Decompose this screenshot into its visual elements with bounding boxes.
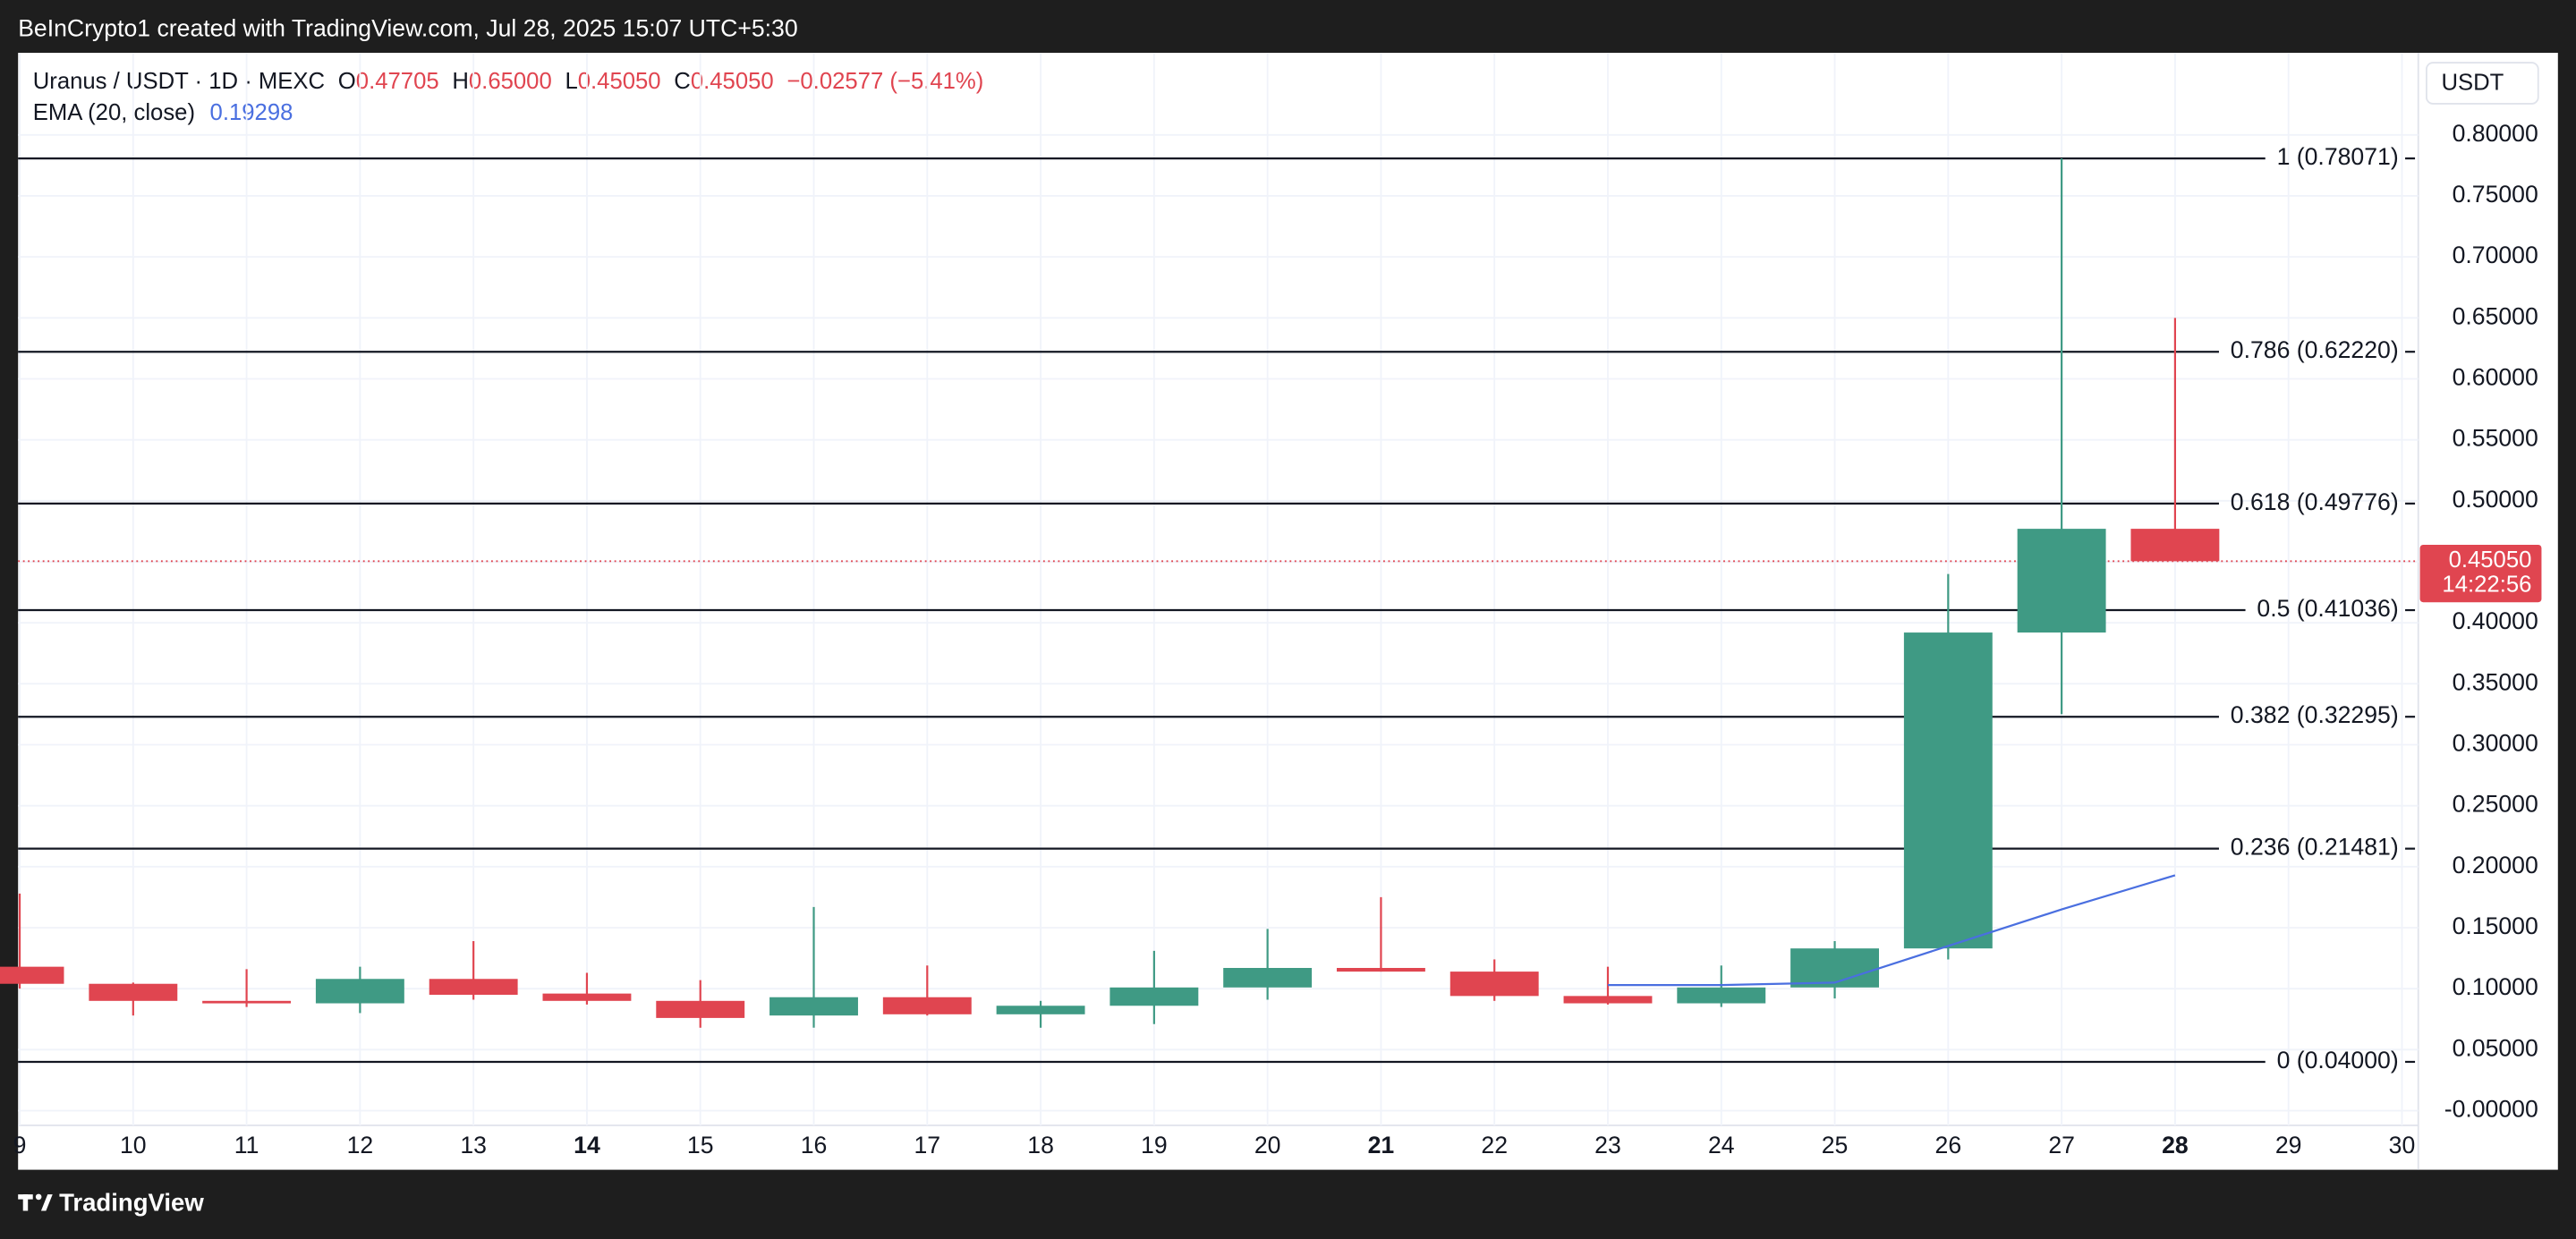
- fib-label: 0.382 (0.32295): [2231, 701, 2399, 728]
- x-tick-label: 9: [13, 1132, 27, 1158]
- candle-body: [1903, 632, 1993, 949]
- x-tick-label: 23: [1594, 1132, 1621, 1158]
- ohlc-key: H: [452, 69, 469, 94]
- ohlc-value: 0.65000: [469, 69, 552, 94]
- candle-body: [1563, 996, 1653, 1004]
- x-tick-label: 26: [1935, 1132, 1962, 1158]
- ohlc-value: 0.45050: [691, 69, 774, 94]
- y-tick-label: 0.70000: [2453, 242, 2538, 268]
- y-tick-label: 0.10000: [2453, 973, 2538, 1000]
- fib-label: 0.786 (0.62220): [2231, 336, 2399, 363]
- candle-body: [1109, 987, 1199, 1006]
- change: −0.02577 (−5.41%): [786, 69, 983, 94]
- candle-body: [1790, 948, 1879, 988]
- x-tick-label: 19: [1141, 1132, 1168, 1158]
- fib-label: 0 (0.04000): [2277, 1047, 2399, 1074]
- x-tick-label: 29: [2275, 1132, 2302, 1158]
- fib-label: 1 (0.78071): [2277, 143, 2399, 170]
- last-price-label: 0.45050: [2449, 547, 2532, 573]
- y-tick-label: 0.80000: [2453, 120, 2538, 147]
- x-tick-label: 10: [120, 1132, 147, 1158]
- x-tick-label: 21: [1368, 1132, 1395, 1158]
- x-tick-label: 16: [801, 1132, 828, 1158]
- x-tick-label: 20: [1254, 1132, 1281, 1158]
- x-tick-label: 11: [234, 1132, 259, 1158]
- indicator-value: 0.19298: [210, 100, 293, 125]
- ema-line: [1607, 874, 2176, 987]
- ohlc-key: L: [565, 69, 577, 94]
- brand-logo: [18, 1193, 53, 1211]
- y-tick-label: -0.00000: [2444, 1096, 2538, 1123]
- x-tick-label: 14: [574, 1132, 600, 1158]
- x-tick-label: 22: [1481, 1132, 1508, 1158]
- fib-label: 0.618 (0.49776): [2231, 488, 2399, 515]
- ohlc-value: 0.47705: [356, 69, 439, 94]
- x-tick-label: 12: [347, 1132, 374, 1158]
- y-tick-label: 0.60000: [2453, 364, 2538, 391]
- candle-body: [1677, 987, 1766, 1004]
- candle-body: [2017, 529, 2106, 633]
- x-tick-label: 15: [687, 1132, 714, 1158]
- y-tick-label: 0.55000: [2453, 425, 2538, 452]
- x-tick-label: 18: [1027, 1132, 1054, 1158]
- candle-body: [769, 997, 858, 1016]
- indicator-name: EMA (20, close): [33, 100, 195, 125]
- ohlc-key: O: [338, 69, 356, 94]
- candle-body: [315, 979, 404, 1004]
- fib-label: 0.5 (0.41036): [2257, 595, 2398, 622]
- candle-body: [996, 1006, 1085, 1014]
- y-tick-label: 0.75000: [2453, 181, 2538, 208]
- y-tick-label: 0.35000: [2453, 668, 2538, 695]
- y-tick-label: 0.20000: [2453, 852, 2538, 878]
- y-tick-label: 0.65000: [2453, 302, 2538, 329]
- candle-body: [882, 997, 972, 1014]
- indicator-legend: EMA (20, close) 0.19298: [33, 100, 293, 125]
- x-tick-label: 30: [2389, 1132, 2416, 1158]
- candle-body: [542, 993, 632, 1001]
- y-tick-label: 0.50000: [2453, 486, 2538, 513]
- y-tick-label: 0.15000: [2453, 912, 2538, 939]
- last-price-badge: [2419, 544, 2542, 603]
- x-tick-label: 13: [460, 1132, 487, 1158]
- fib-label: 0.236 (0.21481): [2231, 834, 2399, 861]
- brand: TradingView: [59, 1188, 204, 1216]
- y-tick-label: 0.40000: [2453, 607, 2538, 634]
- ohlc-key: C: [674, 69, 691, 94]
- ohlc-value: 0.45050: [578, 69, 661, 94]
- y-tick-label: 0.05000: [2453, 1034, 2538, 1061]
- x-tick-label: 28: [2162, 1132, 2189, 1158]
- candle-body: [429, 979, 518, 995]
- currency[interactable]: USDT: [2441, 71, 2504, 96]
- x-tick-label: 27: [2048, 1132, 2075, 1158]
- candle-body: [89, 983, 178, 1001]
- candle-body: [1336, 968, 1425, 972]
- y-tick-label: 0.30000: [2453, 730, 2538, 757]
- grid: [18, 53, 2419, 1126]
- candle-body: [1450, 972, 1539, 997]
- candle-body: [2130, 529, 2220, 562]
- candle-body: [202, 1000, 292, 1004]
- credit: BeInCrypto1 created with TradingView.com…: [18, 14, 797, 41]
- legend-line: Uranus / USDT · 1D · MEXC O0.47705 H0.6500…: [33, 69, 984, 94]
- countdown: 14:22:56: [2442, 573, 2531, 598]
- candle-body: [0, 966, 64, 984]
- symbol: Uranus / USDT · 1D · MEXC: [33, 69, 325, 94]
- x-tick-label: 17: [914, 1132, 940, 1158]
- y-tick-label: 0.25000: [2453, 791, 2538, 818]
- candle-body: [656, 1000, 745, 1018]
- currency-button[interactable]: [2425, 62, 2539, 105]
- candle-body: [1223, 968, 1313, 988]
- x-tick-label: 24: [1708, 1132, 1735, 1158]
- x-tick-label: 25: [1822, 1132, 1849, 1158]
